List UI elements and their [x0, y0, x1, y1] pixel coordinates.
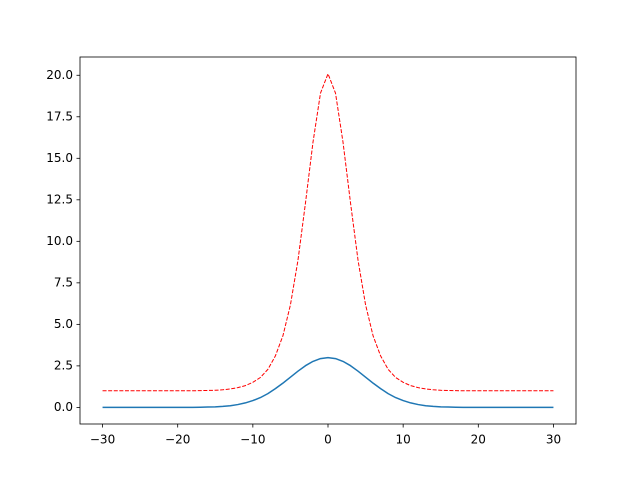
y-tick-label: 2.5 [54, 358, 73, 372]
x-tick-label: 10 [396, 433, 411, 447]
x-tick-label: 0 [324, 433, 332, 447]
data-line [102, 73, 554, 392]
data-line [102, 356, 554, 409]
y-tick-label: 0.0 [54, 400, 73, 414]
x-tick-label: −10 [240, 433, 265, 447]
x-tick-label: −20 [165, 433, 190, 447]
y-tick-label: 20.0 [46, 68, 73, 82]
y-tick-label: 15.0 [46, 151, 73, 165]
y-tick-label: 12.5 [46, 192, 73, 206]
y-tick-label: 17.5 [46, 109, 73, 123]
y-tick-label: 7.5 [54, 275, 73, 289]
x-tick-label: −30 [90, 433, 115, 447]
x-tick-label: 20 [471, 433, 486, 447]
x-tick-label: 30 [546, 433, 561, 447]
y-tick-label: 5.0 [54, 317, 73, 331]
y-tick-label: 10.0 [46, 234, 73, 248]
